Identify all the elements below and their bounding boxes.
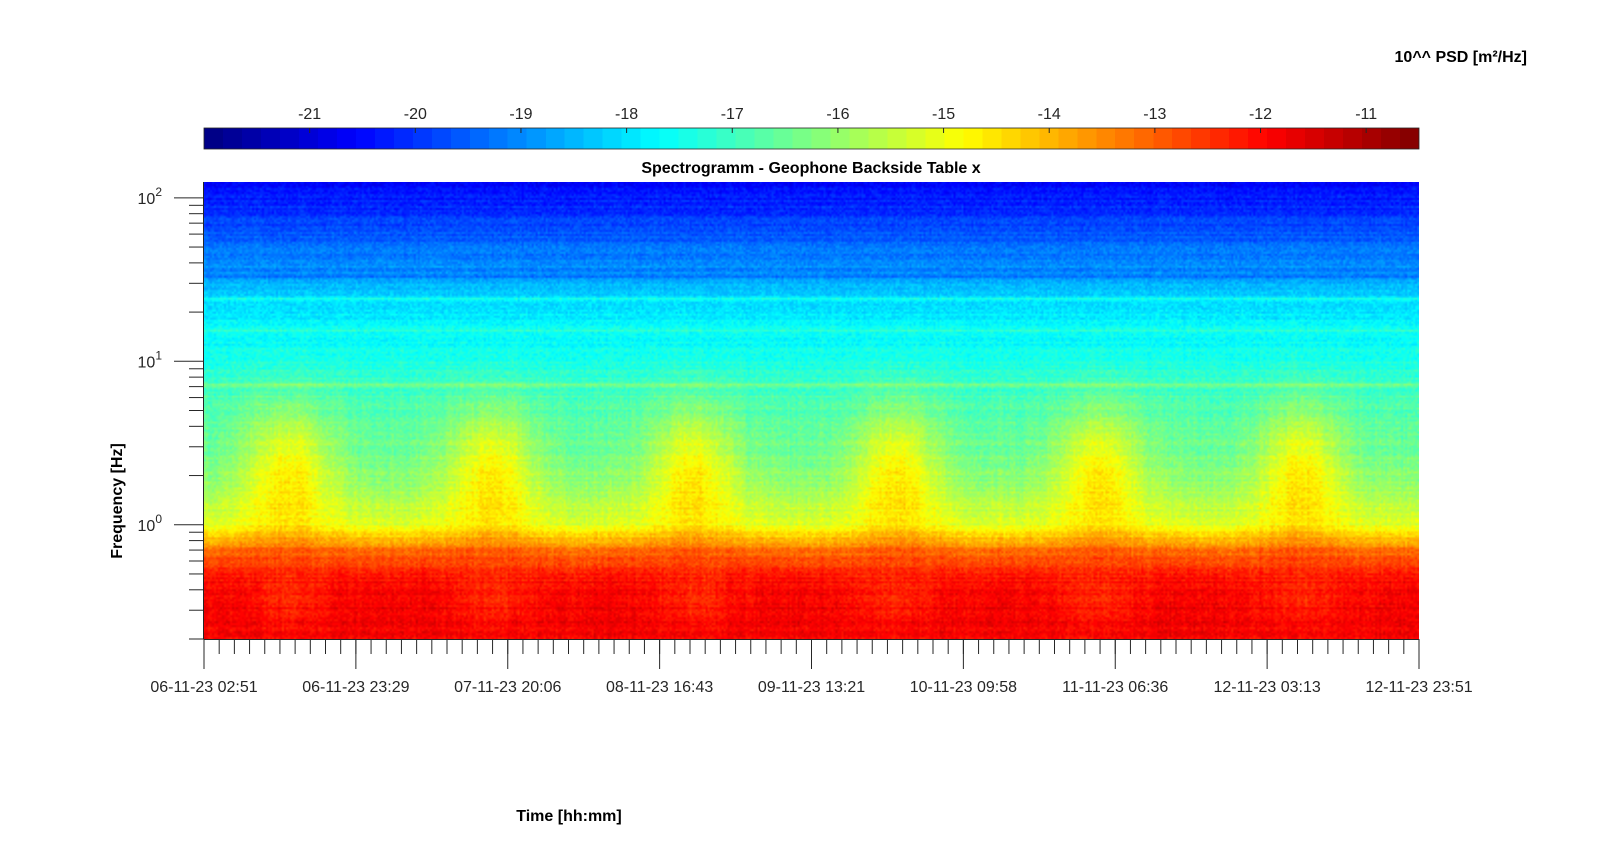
y-tick-label: 102 bbox=[138, 185, 163, 208]
colorbar-tick-label: -19 bbox=[509, 106, 532, 123]
colorbar-tick-label: -15 bbox=[932, 106, 955, 123]
colorbar-tick-label: -11 bbox=[1355, 106, 1377, 123]
colorbar-gradient bbox=[203, 127, 1420, 150]
colorbar-tick-label: -18 bbox=[615, 106, 638, 123]
x-tick-label: 11-11-23 06:36 bbox=[1062, 679, 1168, 696]
colorbar-tick-label: -21 bbox=[298, 106, 321, 123]
colorbar-tick-label: -20 bbox=[404, 106, 427, 123]
y-tick-label: 100 bbox=[138, 512, 163, 535]
colorbar-tick-label: -17 bbox=[721, 106, 744, 123]
colorbar-label: 10^^ PSD [m²/Hz] bbox=[1395, 49, 1527, 66]
x-tick-label: 06-11-23 23:29 bbox=[302, 679, 409, 696]
colorbar-ticks: -21 -20 -19 -18 -17 -16 -15 -14 -13 -12 -11 bbox=[298, 106, 1377, 133]
chart-title: Spectrogramm - Geophone Backside Table x bbox=[641, 160, 980, 177]
colorbar: -21 -20 -19 -18 -17 -16 -15 -14 -13 -12 -11 bbox=[203, 106, 1420, 150]
y-axis-label: Frequency [Hz] bbox=[109, 443, 126, 559]
x-tick-label: 12-11-23 03:13 bbox=[1213, 679, 1320, 696]
spectrogram-plot bbox=[204, 182, 1419, 639]
y-tick-label: 101 bbox=[138, 348, 163, 371]
x-tick-label: 09-11-23 13:21 bbox=[758, 679, 865, 696]
x-tick-label: 07-11-23 20:06 bbox=[454, 679, 561, 696]
x-tick-label: 08-11-23 16:43 bbox=[606, 679, 713, 696]
colorbar-tick-label: -16 bbox=[826, 106, 849, 123]
x-tick-label: 06-11-23 02:51 bbox=[150, 679, 257, 696]
x-tick-label: 10-11-23 09:58 bbox=[910, 679, 1017, 696]
colorbar-tick-label: -12 bbox=[1249, 106, 1272, 123]
x-axis: 06-11-23 02:51 06-11-23 23:29 07-11-23 20:… bbox=[150, 639, 1473, 696]
x-tick-label: 12-11-23 23:51 bbox=[1365, 679, 1472, 696]
spectrogram-image bbox=[204, 182, 1419, 639]
x-axis-label: Time [hh:mm] bbox=[516, 808, 621, 825]
y-axis: 100 101 102 bbox=[138, 182, 204, 640]
colorbar-tick-label: -13 bbox=[1143, 106, 1166, 123]
colorbar-tick-label: -14 bbox=[1038, 106, 1061, 123]
